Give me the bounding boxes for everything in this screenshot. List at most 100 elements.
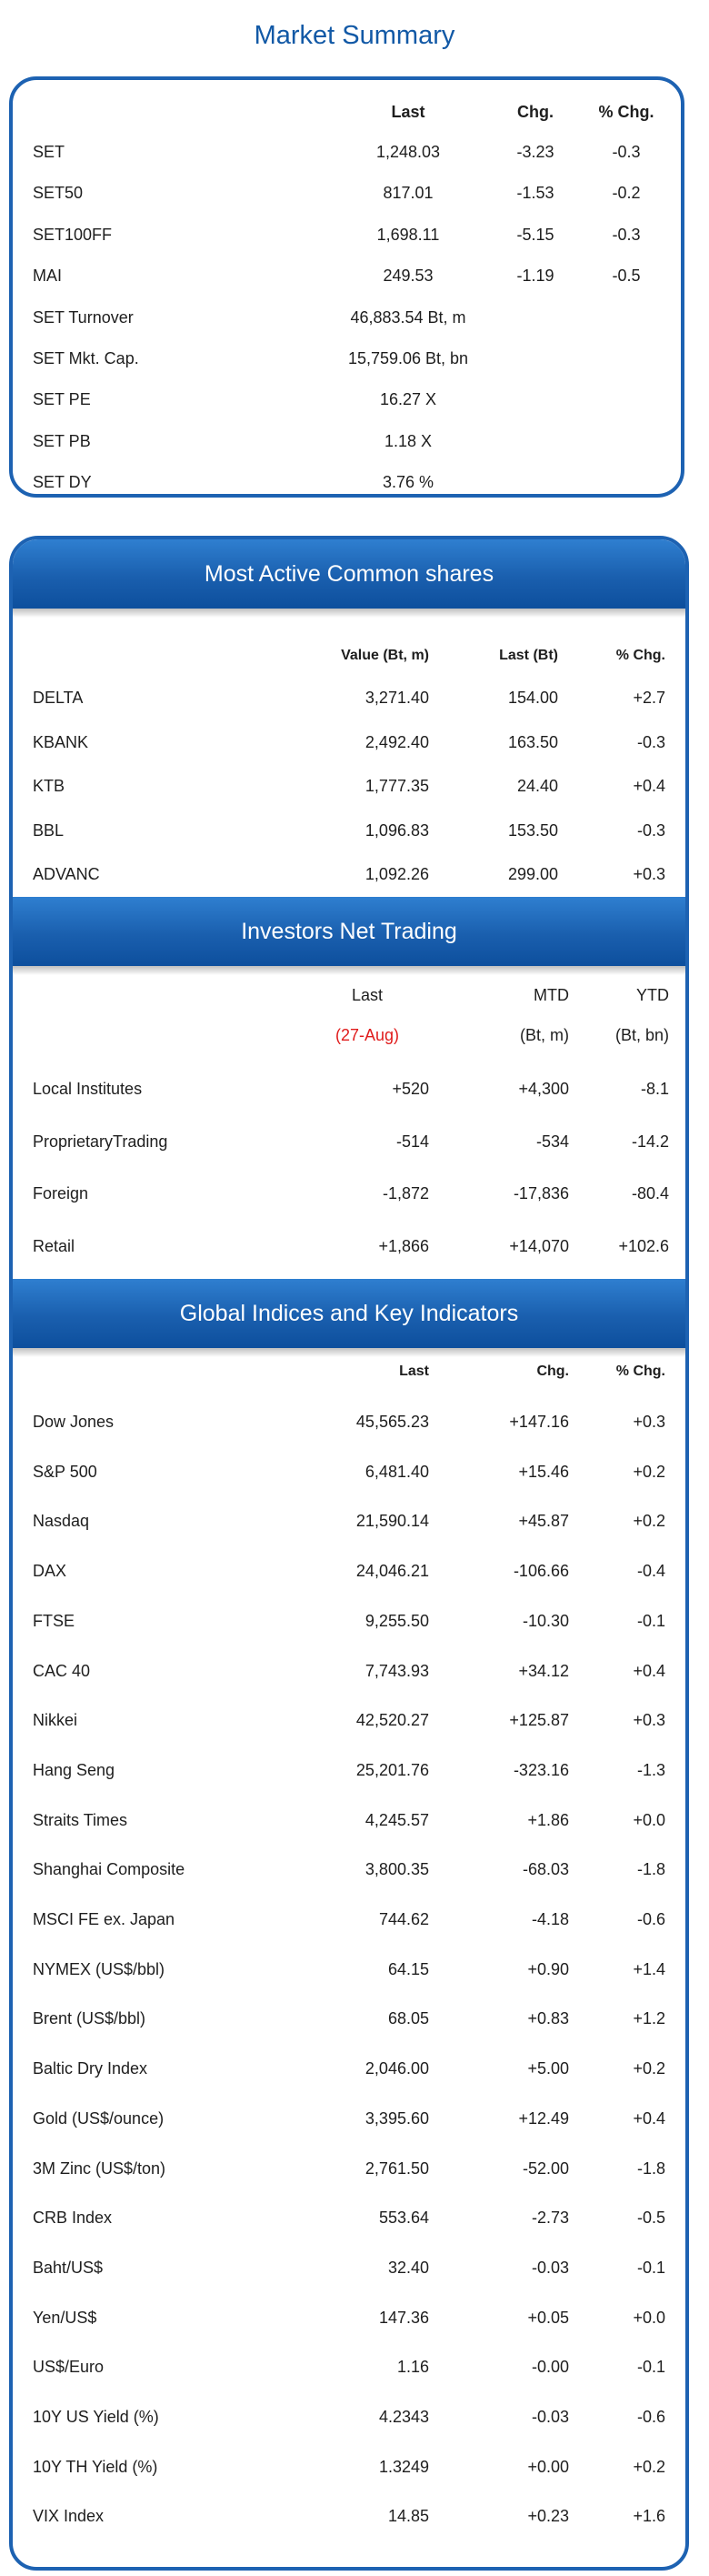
table-row: SET PE 16.27 X (13, 386, 681, 413)
row-chg: -2.73 (531, 2209, 569, 2228)
row-last: 3.76 % (382, 473, 434, 492)
row-last: -1,872 (382, 1184, 429, 1202)
row-last: 68.05 (387, 2009, 429, 2028)
header-last: Last (391, 103, 425, 121)
row-name: Baltic Dry Index (33, 2059, 148, 2078)
row-last: 32.40 (387, 2258, 429, 2277)
row-pct-chg: +0.0 (633, 2308, 665, 2327)
row-last: 7,743.93 (364, 1661, 429, 1680)
table-row: SET50 817.01 -1.53 -0.2 (13, 179, 681, 206)
row-name: Foreign (33, 1184, 89, 1202)
table-row: 3M Zinc (US$/ton) 2,761.50 -52.00 -1.8 (13, 2155, 685, 2182)
row-last: -514 (395, 1132, 429, 1151)
row-last: 25,201.76 (355, 1760, 429, 1779)
row-name: CAC 40 (33, 1661, 91, 1680)
header-pct-chg: % Chg. (615, 648, 665, 663)
market-summary-title: Market Summary (254, 21, 455, 50)
row-last: 42,520.27 (355, 1711, 429, 1730)
row-pct-chg: +0.4 (633, 777, 665, 795)
row-last: 1.3249 (378, 2457, 429, 2476)
table-row: Retail +1,866 +14,070 +102.6 (13, 1233, 685, 1260)
table-row: 10Y US Yield (%) 4.2343 -0.03 -0.6 (13, 2403, 685, 2430)
row-chg: -3.23 (516, 143, 554, 161)
row-chg: -0.03 (531, 2408, 569, 2426)
row-pct-chg: -0.3 (612, 143, 641, 161)
table-row: DAX 24,046.21 -106.66 -0.4 (13, 1557, 685, 1585)
row-chg: +0.23 (527, 2507, 569, 2526)
header-last-bt: Last (Bt) (499, 648, 558, 663)
row-pct-chg: -0.3 (612, 225, 641, 244)
row-name: DELTA (33, 689, 84, 707)
row-chg: +45.87 (518, 1512, 569, 1531)
row-chg: +0.00 (527, 2457, 569, 2476)
row-name: KBANK (33, 732, 89, 751)
most-active-header-row: Value (Bt, m) Last (Bt) % Chg. (13, 642, 685, 669)
row-name: DAX (33, 1562, 67, 1581)
table-row: Baht/US$ 32.40 -0.03 -0.1 (13, 2254, 685, 2281)
row-chg: -1.53 (516, 184, 554, 203)
row-pct-chg: +0.2 (633, 1512, 665, 1531)
row-last: 16.27 X (379, 390, 437, 409)
row-name: Local Institutes (33, 1080, 143, 1098)
row-chg: +5.00 (527, 2059, 569, 2078)
row-last: 4,245.57 (364, 1810, 429, 1829)
table-row: MAI 249.53 -1.19 -0.5 (13, 262, 681, 289)
row-pct-chg: -0.4 (636, 1562, 665, 1581)
row-pct-chg: -0.6 (636, 1910, 665, 1928)
row-last: 45,565.23 (355, 1413, 429, 1431)
row-last: 163.50 (507, 732, 558, 751)
row-chg: +0.90 (527, 1959, 569, 1978)
row-last: 153.50 (507, 820, 558, 840)
row-name: SET (33, 143, 65, 161)
row-last: 249.53 (383, 267, 434, 286)
row-mtd: -17,836 (513, 1184, 569, 1202)
table-row: Gold (US$/ounce) 3,395.60 +12.49 +0.4 (13, 2105, 685, 2132)
row-pct-chg: -0.1 (636, 1611, 665, 1630)
row-chg: +34.12 (518, 1661, 569, 1680)
table-row: VIX Index 14.85 +0.23 +1.6 (13, 2502, 685, 2530)
header-date: (27-Aug) (335, 1026, 400, 1044)
row-name: NYMEX (US$/bbl) (33, 1959, 165, 1978)
row-name: S&P 500 (33, 1462, 97, 1481)
header-last: Last (399, 1363, 429, 1379)
row-last: 4.2343 (378, 2408, 429, 2426)
row-pct-chg: -0.1 (636, 2358, 665, 2377)
row-name: Nikkei (33, 1711, 78, 1730)
table-row: KTB 1,777.35 24.40 +0.4 (13, 772, 685, 800)
row-last: 24.40 (516, 777, 558, 795)
row-chg: +15.46 (518, 1462, 569, 1481)
market-summary-table: Last Chg. % Chg. SET 1,248.03 -3.23 -0.3 SET… (9, 76, 684, 498)
header-chg: Chg. (536, 1363, 569, 1379)
global-header-row: Last Chg. % Chg. (13, 1358, 685, 1385)
row-pct-chg: +0.3 (633, 1711, 665, 1730)
row-chg: +0.83 (527, 2009, 569, 2028)
header-value: Value (Bt, m) (341, 648, 429, 663)
investors-header-row: Last MTD YTD (13, 981, 685, 1009)
row-ytd: -80.4 (631, 1184, 669, 1202)
row-pct-chg: -0.3 (636, 732, 665, 751)
table-row: SET 1,248.03 -3.23 -0.3 (13, 138, 681, 166)
row-name: ADVANC (33, 865, 100, 883)
row-chg: -0.03 (531, 2258, 569, 2277)
row-pct-chg: -0.5 (636, 2209, 665, 2228)
table-row: Yen/US$ 147.36 +0.05 +0.0 (13, 2304, 685, 2331)
row-pct-chg: -1.8 (636, 2158, 665, 2178)
row-last: 15,759.06 Bt, bn (347, 349, 469, 367)
table-row: CRB Index 553.64 -2.73 -0.5 (13, 2204, 685, 2231)
row-name: Shanghai Composite (33, 1860, 185, 1879)
table-row: SET DY 3.76 % (13, 468, 681, 496)
row-name: Gold (US$/ounce) (33, 2108, 165, 2128)
table-row: Foreign -1,872 -17,836 -80.4 (13, 1180, 685, 1207)
row-pct-chg: +0.4 (633, 2108, 665, 2128)
row-name: ProprietaryTrading (33, 1132, 168, 1151)
row-name: SET50 (33, 184, 84, 203)
row-ytd: +102.6 (618, 1236, 669, 1255)
row-name: Dow Jones (33, 1413, 115, 1431)
header-mtd-unit: (Bt, m) (520, 1026, 569, 1044)
row-pct-chg: +0.4 (633, 1661, 665, 1680)
table-row: Local Institutes +520 +4,300 -8.1 (13, 1075, 685, 1102)
table-row: Dow Jones 45,565.23 +147.16 +0.3 (13, 1408, 685, 1435)
row-pct-chg: +0.2 (633, 1462, 665, 1481)
table-row: SET PB 1.18 X (13, 428, 681, 455)
indicators-panel: Most Active Common shares Value (Bt, m) … (9, 536, 689, 2571)
